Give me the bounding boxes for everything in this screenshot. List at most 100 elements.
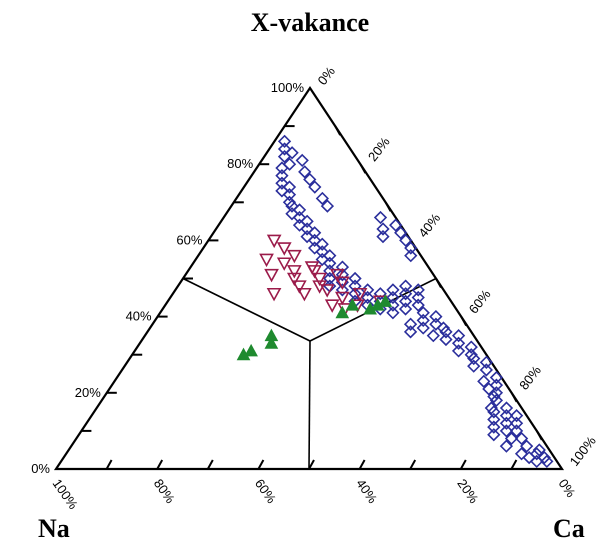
triangle-down-point <box>312 272 327 287</box>
diamond-point <box>479 355 494 369</box>
diamond-point <box>467 351 481 366</box>
diamond-point <box>315 191 329 206</box>
diamond-point <box>398 279 413 293</box>
diamond-point <box>285 146 299 160</box>
tick-bottom <box>358 459 366 470</box>
tick-label-right: 40% <box>415 210 443 240</box>
triangle-down-point <box>259 253 274 268</box>
diamond-point <box>411 290 425 305</box>
triangle-down-point <box>335 276 350 290</box>
diamond-point <box>394 226 408 240</box>
triangle-down-point <box>319 284 335 298</box>
diamond-point <box>292 210 307 225</box>
triangle-down-point <box>329 268 345 283</box>
diamond-point <box>285 199 299 213</box>
diamond-point <box>520 439 534 453</box>
triangle-down-point <box>297 287 312 302</box>
diamond-point <box>323 271 337 286</box>
diamond-point <box>451 329 466 343</box>
triangle-down-point <box>266 287 282 302</box>
tick-label-left: 60% <box>176 232 202 247</box>
corner-label-na: Na <box>38 514 70 543</box>
diamond-point <box>509 409 524 423</box>
diamond-point <box>439 325 453 339</box>
diamond-point <box>479 363 493 377</box>
tick-label-right: 0% <box>315 63 339 87</box>
diamond-point <box>509 424 524 438</box>
tick-label-bottom: 100% <box>50 476 82 512</box>
triangle-down-point <box>324 299 340 313</box>
tick-right <box>460 316 468 327</box>
diamond-point <box>499 416 514 430</box>
diamond-point <box>399 233 413 248</box>
diamond-point <box>467 359 481 373</box>
triangle-down-point <box>352 287 368 302</box>
diamond-point <box>411 283 425 297</box>
tick-bottom <box>156 459 164 470</box>
tick-bottom <box>206 459 214 470</box>
tick-bottom <box>459 459 467 470</box>
tick-label-right: 60% <box>466 286 494 316</box>
diamond-point <box>275 176 289 190</box>
tick-bottom <box>510 459 518 470</box>
field-line-bottom <box>308 340 311 470</box>
diamond-point <box>389 218 403 232</box>
triangle-down-point <box>304 261 320 275</box>
diamond-point <box>404 241 418 255</box>
triangle-down-point <box>266 234 282 249</box>
diamond-point <box>386 283 400 297</box>
field-boundaries <box>182 277 437 470</box>
diamond-point <box>376 229 390 244</box>
diamond-point <box>426 329 440 343</box>
diamond-point <box>398 287 413 301</box>
tick-label-left: 0% <box>31 461 50 476</box>
diamond-point <box>489 393 504 408</box>
diamond-point <box>403 325 418 339</box>
diamond-point <box>499 409 514 423</box>
tick-label-left: 40% <box>126 309 152 324</box>
diamond-point <box>487 389 501 404</box>
diamond-point <box>300 214 314 228</box>
diamond-point <box>540 454 554 469</box>
diamond-point <box>416 306 430 320</box>
diamond-point <box>532 443 546 457</box>
diamond-point <box>308 241 322 255</box>
diamond-point <box>315 237 329 251</box>
triangle-down-point <box>312 280 327 294</box>
diamond-point <box>514 447 529 461</box>
diamond-point <box>484 401 498 415</box>
triangle-up-point <box>335 305 350 319</box>
diamond-point <box>275 161 289 175</box>
diamond-point <box>499 424 514 438</box>
tick-bottom <box>308 459 315 470</box>
triangle-down-point <box>264 268 279 283</box>
tick-label-right: 100% <box>567 433 600 469</box>
diamond-point <box>477 374 491 389</box>
diamond-point <box>464 348 478 362</box>
triangle-up-point <box>378 294 393 307</box>
diamond-point <box>315 252 329 267</box>
diamond-point <box>398 302 413 316</box>
field-line-left <box>182 277 311 342</box>
diamond-point <box>487 420 501 434</box>
triangle-up-point <box>236 347 251 361</box>
diamond-point <box>282 195 297 209</box>
diamond-point <box>398 294 413 308</box>
diamond-point <box>482 382 496 396</box>
tick-label-left: 100% <box>271 80 305 95</box>
diamond-point <box>429 317 443 331</box>
diamond-point <box>335 268 350 282</box>
diamond-point <box>315 245 329 259</box>
diamond-point <box>320 199 335 213</box>
triangle-up-point <box>363 301 377 315</box>
triangle-up-point <box>345 298 360 311</box>
diamond-point <box>404 249 418 263</box>
triangle-down-point <box>286 272 302 287</box>
diamond-point <box>403 317 418 331</box>
triangle-down-point <box>292 280 307 294</box>
diamond-point <box>285 207 299 221</box>
tick-right <box>510 392 518 403</box>
diamond-point <box>376 222 390 236</box>
diamond-point <box>373 287 387 301</box>
